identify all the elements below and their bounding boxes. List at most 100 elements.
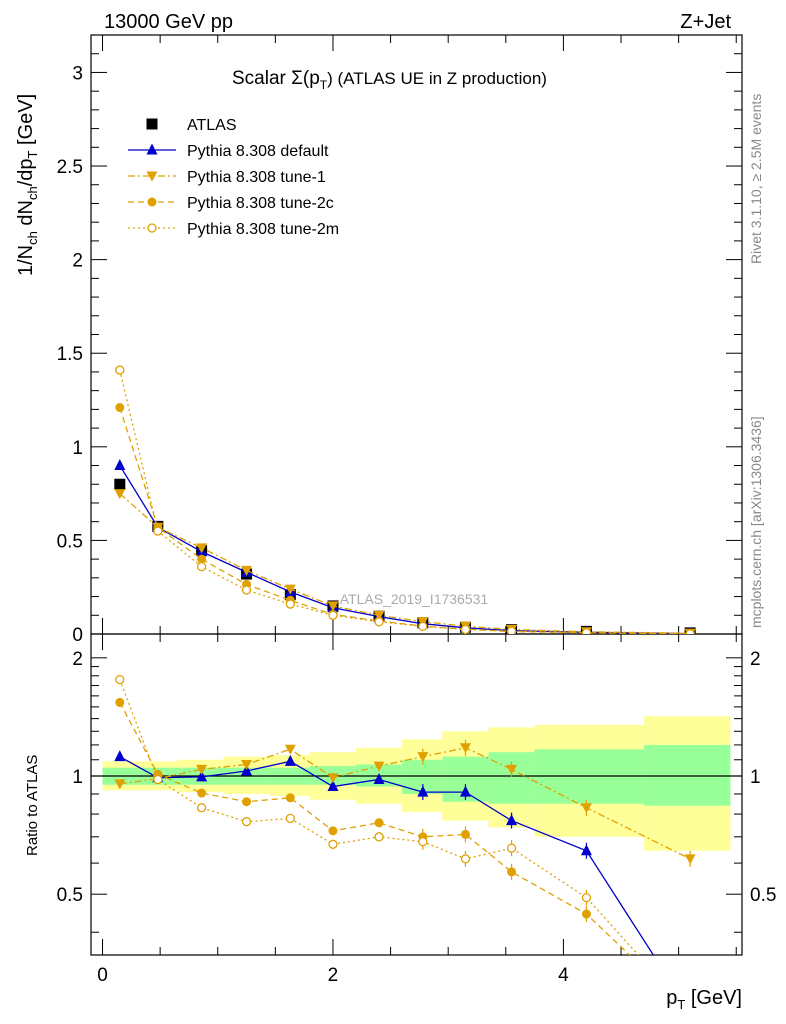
header-right: Z+Jet bbox=[680, 11, 731, 33]
ratio-point-pythia-8-308-tune-1 bbox=[284, 744, 296, 755]
point-pythia-8-308-tune-2c bbox=[115, 403, 125, 413]
series-line-pythia-8-308-tune-2c bbox=[119, 407, 691, 634]
y-tick-label: 0 bbox=[72, 625, 83, 646]
y-tick-label: 0.5 bbox=[57, 531, 83, 552]
series-line-pythia-8-308-default bbox=[119, 465, 691, 634]
ratio-point-pythia-8-308-tune-1 bbox=[580, 803, 592, 814]
ratio-point-pythia-8-308-tune-1 bbox=[373, 761, 385, 772]
ratio-point-pythia-8-308-tune-1 bbox=[684, 854, 696, 865]
ratio-point-pythia-8-308-tune-2c bbox=[581, 909, 591, 919]
point-pythia-8-308-tune-1 bbox=[114, 489, 126, 500]
ratio-point-pythia-8-308-tune-2m bbox=[686, 1008, 694, 1016]
y-axis-label-top: 1/Nch dNch/dpT [GeV] bbox=[15, 94, 40, 276]
series-line-pythia-8-308-tune-1 bbox=[119, 493, 691, 634]
ratio-point-pythia-8-308-tune-2m bbox=[328, 839, 338, 849]
ratio-point-pythia-8-308-tune-1 bbox=[114, 779, 126, 790]
ratio-point-pythia-8-308-tune-1 bbox=[196, 764, 208, 775]
ratio-tick-label: 2 bbox=[72, 649, 83, 670]
point-pythia-8-308-tune-2m bbox=[374, 617, 384, 627]
ratio-line-pythia-8-308-tune-1 bbox=[119, 747, 691, 860]
legend-label: Pythia 8.308 tune-2m bbox=[187, 221, 339, 238]
band-inner bbox=[488, 752, 535, 804]
ratio-point-pythia-8-308-default bbox=[327, 780, 339, 792]
side-label-mcplots: mcplots.cern.ch [arXiv:1306.3436] bbox=[748, 416, 764, 628]
ratio-panel-frame bbox=[90, 633, 743, 956]
point-pythia-8-308-tune-1 bbox=[373, 610, 385, 621]
legend-marker bbox=[147, 197, 157, 207]
point-pythia-8-308-tune-2m bbox=[285, 599, 295, 609]
ratio-line-pythia-8-308-tune-2m bbox=[119, 679, 640, 955]
ratio-uncertainty-bands bbox=[91, 716, 742, 851]
point-pythia-8-308-tune-1 bbox=[327, 601, 339, 612]
ratio-point-pythia-8-308-default bbox=[506, 814, 518, 826]
ratio-tick-label-right: 0.5 bbox=[750, 885, 776, 906]
legend-marker bbox=[147, 223, 157, 233]
point-pythia-8-308-tune-2m bbox=[115, 365, 125, 375]
y-tick-label: 1 bbox=[72, 438, 83, 459]
ratio-point-pythia-8-308-tune-2m bbox=[241, 817, 252, 827]
y-tick-label: 1.5 bbox=[57, 344, 83, 365]
point-pythia-8-308-tune-2m bbox=[196, 561, 207, 572]
ratio-line-pythia-8-308-tune-2c bbox=[119, 702, 631, 955]
ratio-point-pythia-8-308-tune-2m bbox=[115, 674, 125, 685]
ratio-point-pythia-8-308-tune-2m bbox=[418, 837, 428, 847]
chart-title: Scalar Σ(pT) (ATLAS UE in Z production) bbox=[232, 68, 547, 92]
ratio-point-pythia-8-308-tune-2m bbox=[581, 892, 592, 903]
point-atlas bbox=[114, 478, 126, 490]
chart-title-tail: ) (ATLAS UE in Z production) bbox=[327, 69, 547, 88]
ratio-point-pythia-8-308-tune-2c bbox=[374, 818, 384, 828]
chart-title-main: Scalar Σ(p bbox=[232, 68, 320, 89]
x-tick-label: 0 bbox=[97, 965, 108, 986]
ratio-point-pythia-8-308-tune-1 bbox=[417, 752, 429, 763]
ratio-tick-label-right: 1 bbox=[750, 767, 761, 788]
point-pythia-8-308-tune-2m bbox=[328, 610, 338, 620]
ratio-line-pythia-8-308-default bbox=[119, 756, 655, 955]
ratio-point-pythia-8-308-tune-2c bbox=[285, 793, 295, 803]
ratio-point-pythia-8-308-tune-2c bbox=[460, 829, 470, 839]
legend-label: Pythia 8.308 tune-2c bbox=[187, 195, 334, 212]
y-tick-label: 3 bbox=[72, 63, 83, 84]
ratio-point-pythia-8-308-default bbox=[114, 750, 126, 762]
x-tick-label: 4 bbox=[558, 965, 569, 986]
point-pythia-8-308-tune-2m bbox=[418, 621, 428, 631]
point-pythia-8-308-tune-1 bbox=[196, 543, 208, 554]
y-axis-label-bottom: Ratio to ATLAS bbox=[24, 755, 41, 856]
ratio-point-pythia-8-308-tune-1 bbox=[459, 743, 471, 754]
ratio-point-pythia-8-308-default bbox=[284, 754, 296, 766]
point-pythia-8-308-tune-1 bbox=[241, 565, 253, 576]
ratio-point-pythia-8-308-tune-2c bbox=[115, 697, 125, 707]
side-label-rivet: Rivet 3.1.10, ≥ 2.5M events bbox=[748, 94, 764, 264]
x-axis-label: pT [GeV] bbox=[666, 987, 742, 1012]
header-left: 13000 GeV pp bbox=[104, 11, 233, 33]
ratio-point-pythia-8-308-tune-2c bbox=[507, 867, 517, 877]
legend-label: ATLAS bbox=[187, 117, 237, 134]
x-tick-label: 2 bbox=[328, 965, 339, 986]
ratio-point-pythia-8-308-tune-2m bbox=[285, 813, 295, 824]
ratio-point-pythia-8-308-tune-1 bbox=[327, 773, 339, 784]
point-pythia-8-308-tune-2c bbox=[197, 554, 207, 564]
ratio-point-pythia-8-308-tune-2c bbox=[242, 797, 252, 807]
watermark: ATLAS_2019_I1736531 bbox=[340, 591, 489, 607]
ratio-point-pythia-8-308-default bbox=[417, 785, 429, 797]
ratio-point-pythia-8-308-tune-2m bbox=[153, 774, 163, 785]
ratio-panel-series bbox=[114, 674, 696, 1016]
ratio-point-pythia-8-308-tune-1 bbox=[506, 764, 518, 775]
y-tick-label: 2.5 bbox=[57, 157, 83, 178]
ratio-point-pythia-8-308-tune-2c bbox=[328, 826, 338, 836]
point-pythia-8-308-tune-2m bbox=[153, 526, 163, 536]
legend-marker bbox=[146, 143, 158, 155]
point-pythia-8-308-tune-2m bbox=[581, 628, 592, 634]
ratio-point-pythia-8-308-tune-2m bbox=[460, 854, 471, 864]
axis-ticks: 0 0.5 1 1.5 2 2.5 3 0.5 0.5 1 1 2 2 0 2 4 bbox=[57, 35, 776, 986]
legend-label: Pythia 8.308 tune-1 bbox=[187, 169, 326, 186]
point-pythia-8-308-tune-2m bbox=[241, 585, 252, 595]
ratio-point-pythia-8-308-tune-2c bbox=[197, 788, 207, 798]
ratio-point-pythia-8-308-tune-1 bbox=[241, 759, 253, 770]
point-pythia-8-308-tune-1 bbox=[284, 584, 296, 595]
top-panel-series bbox=[114, 365, 696, 634]
legend-label: Pythia 8.308 default bbox=[187, 143, 329, 160]
ratio-tick-label: 0.5 bbox=[57, 885, 83, 906]
ratio-point-pythia-8-308-default bbox=[373, 772, 385, 784]
ratio-tick-label-right: 2 bbox=[750, 649, 761, 670]
